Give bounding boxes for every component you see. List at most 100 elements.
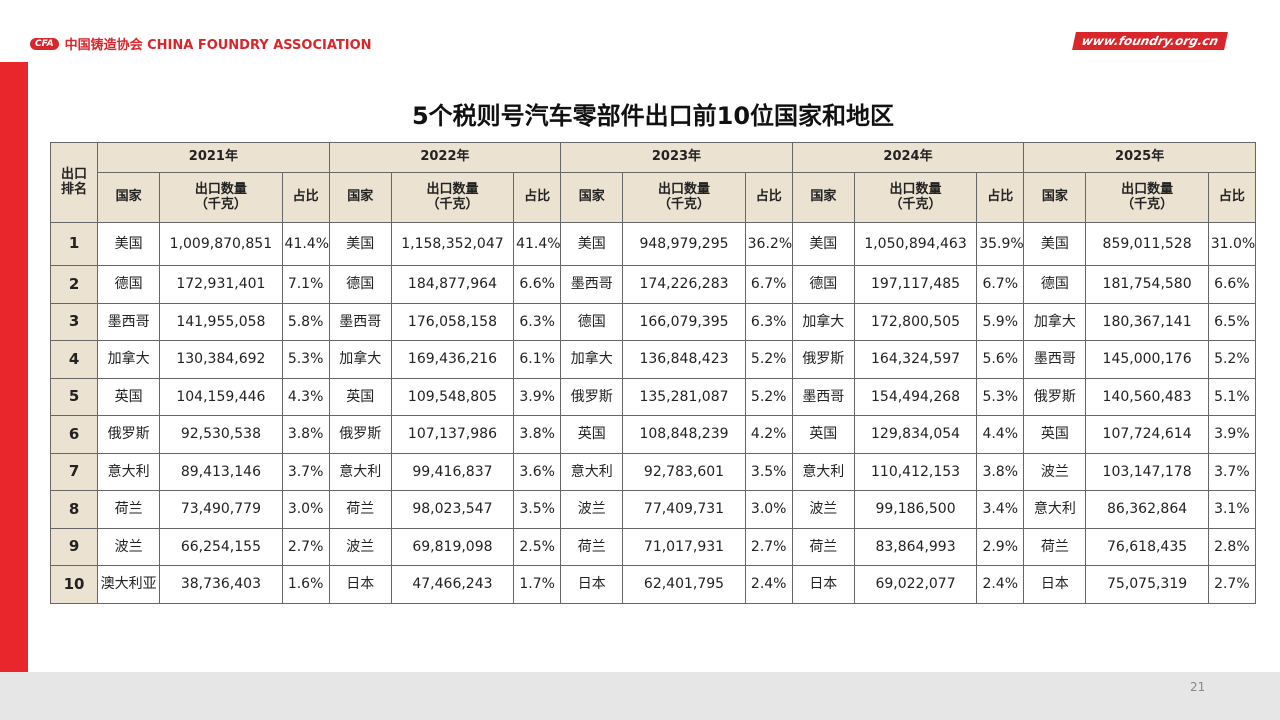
country-cell: 墨西哥	[97, 302, 161, 341]
country-cell: 俄罗斯	[328, 415, 392, 454]
quantity-cell: 1,050,894,463	[853, 222, 978, 266]
column-header: 占比	[976, 172, 1025, 223]
quantity-cell: 1,158,352,047	[390, 222, 515, 266]
country-cell: 美国	[97, 222, 161, 266]
share-cell: 3.7%	[281, 452, 330, 491]
country-cell: 荷兰	[1023, 527, 1087, 566]
country-cell: 德国	[97, 265, 161, 304]
slide-title: 5个税则号汽车零部件出口前10位国家和地区	[411, 102, 895, 130]
country-cell: 意大利	[1023, 490, 1087, 529]
share-cell: 2.8%	[1207, 527, 1257, 566]
rank-header: 出口 排名	[49, 142, 99, 223]
data-row: 7 意大利 89,413,146 3.7% 意大利 99,416,837 3.6% 意大利 92…	[49, 452, 1257, 491]
data-row: 3 墨西哥 141,955,058 5.8% 墨西哥 176,058,158 6.3% 德国 1…	[49, 302, 1257, 341]
share-cell: 6.5%	[1207, 302, 1257, 341]
country-cell: 墨西哥	[791, 377, 855, 416]
share-cell: 4.3%	[281, 377, 330, 416]
share-cell: 6.3%	[744, 302, 793, 341]
quantity-cell: 69,022,077	[853, 565, 978, 604]
country-cell: 波兰	[328, 527, 392, 566]
quantity-cell: 75,075,319	[1085, 565, 1209, 604]
share-cell: 3.6%	[513, 452, 562, 491]
country-cell: 荷兰	[97, 490, 161, 529]
data-row: 4 加拿大 130,384,692 5.3% 加拿大 169,436,216 6.1% 加拿大…	[49, 340, 1257, 379]
quantity-cell: 107,724,614	[1085, 415, 1209, 454]
country-cell: 俄罗斯	[97, 415, 161, 454]
quantity-cell: 140,560,483	[1085, 377, 1209, 416]
country-cell: 英国	[791, 415, 855, 454]
country-cell: 英国	[328, 377, 392, 416]
country-cell: 美国	[791, 222, 855, 266]
share-cell: 3.8%	[976, 452, 1025, 491]
share-cell: 2.4%	[744, 565, 793, 604]
quantity-cell: 104,159,446	[159, 377, 283, 416]
quantity-cell: 948,979,295	[622, 222, 746, 266]
share-cell: 3.8%	[281, 415, 330, 454]
country-cell: 美国	[560, 222, 624, 266]
top-bar: CFA 中国铸造协会 CHINA FOUNDRY ASSOCIATION www.…	[0, 0, 1280, 62]
share-cell: 3.8%	[513, 415, 562, 454]
column-header: 出口数量 （千克）	[622, 172, 746, 223]
page-number: 21	[1190, 680, 1206, 694]
quantity-cell: 83,864,993	[853, 527, 978, 566]
year-header: 2022年	[328, 142, 562, 173]
rank-cell: 4	[49, 340, 99, 379]
share-cell: 2.4%	[976, 565, 1025, 604]
column-header: 占比	[513, 172, 562, 223]
share-cell: 2.7%	[281, 527, 330, 566]
country-cell: 荷兰	[791, 527, 855, 566]
country-cell: 墨西哥	[560, 265, 624, 304]
column-header: 国家	[97, 172, 161, 223]
share-cell: 1.6%	[281, 565, 330, 604]
quantity-cell: 176,058,158	[390, 302, 515, 341]
export-table: 出口 排名 2021年 2022年 2023年 2024年 2025年 国家 出口数量 （千克…	[49, 142, 1257, 604]
share-cell: 6.1%	[513, 340, 562, 379]
share-cell: 2.7%	[1207, 565, 1257, 604]
country-cell: 俄罗斯	[560, 377, 624, 416]
country-cell: 日本	[791, 565, 855, 604]
rank-cell: 7	[49, 452, 99, 491]
share-cell: 3.9%	[513, 377, 562, 416]
quantity-cell: 69,819,098	[390, 527, 515, 566]
share-cell: 5.2%	[744, 377, 793, 416]
country-cell: 德国	[791, 265, 855, 304]
rank-cell: 1	[49, 222, 99, 266]
quantity-cell: 103,147,178	[1085, 452, 1209, 491]
quantity-cell: 110,412,153	[853, 452, 978, 491]
data-row: 6 俄罗斯 92,530,538 3.8% 俄罗斯 107,137,986 3.8% 英国 10…	[49, 415, 1257, 454]
share-cell: 5.2%	[744, 340, 793, 379]
rank-cell: 3	[49, 302, 99, 341]
country-cell: 意大利	[97, 452, 161, 491]
rank-cell: 6	[49, 415, 99, 454]
quantity-cell: 180,367,141	[1085, 302, 1209, 341]
country-cell: 英国	[1023, 415, 1087, 454]
share-cell: 6.3%	[513, 302, 562, 341]
share-cell: 3.4%	[976, 490, 1025, 529]
rank-cell: 9	[49, 527, 99, 566]
share-cell: 5.3%	[976, 377, 1025, 416]
share-cell: 4.2%	[744, 415, 793, 454]
country-cell: 荷兰	[328, 490, 392, 529]
rank-cell: 2	[49, 265, 99, 304]
country-cell: 德国	[328, 265, 392, 304]
quantity-cell: 86,362,864	[1085, 490, 1209, 529]
data-row: 9 波兰 66,254,155 2.7% 波兰 69,819,098 2.5% 荷兰 71,01…	[49, 527, 1257, 566]
share-cell: 1.7%	[513, 565, 562, 604]
logo-text: 中国铸造协会 CHINA FOUNDRY ASSOCIATION	[64, 38, 372, 53]
share-cell: 2.7%	[744, 527, 793, 566]
country-cell: 墨西哥	[328, 302, 392, 341]
quantity-cell: 108,848,239	[622, 415, 746, 454]
quantity-cell: 145,000,176	[1085, 340, 1209, 379]
column-header: 国家	[1023, 172, 1087, 223]
quantity-cell: 169,436,216	[390, 340, 515, 379]
country-cell: 英国	[97, 377, 161, 416]
quantity-cell: 174,226,283	[622, 265, 746, 304]
quantity-cell: 92,783,601	[622, 452, 746, 491]
quantity-cell: 73,490,779	[159, 490, 283, 529]
quantity-cell: 197,117,485	[853, 265, 978, 304]
country-cell: 美国	[1023, 222, 1087, 266]
country-cell: 荷兰	[560, 527, 624, 566]
quantity-cell: 77,409,731	[622, 490, 746, 529]
share-cell: 4.4%	[976, 415, 1025, 454]
header-row: 出口 排名 2021年 2022年 2023年 2024年 2025年	[49, 142, 1256, 223]
